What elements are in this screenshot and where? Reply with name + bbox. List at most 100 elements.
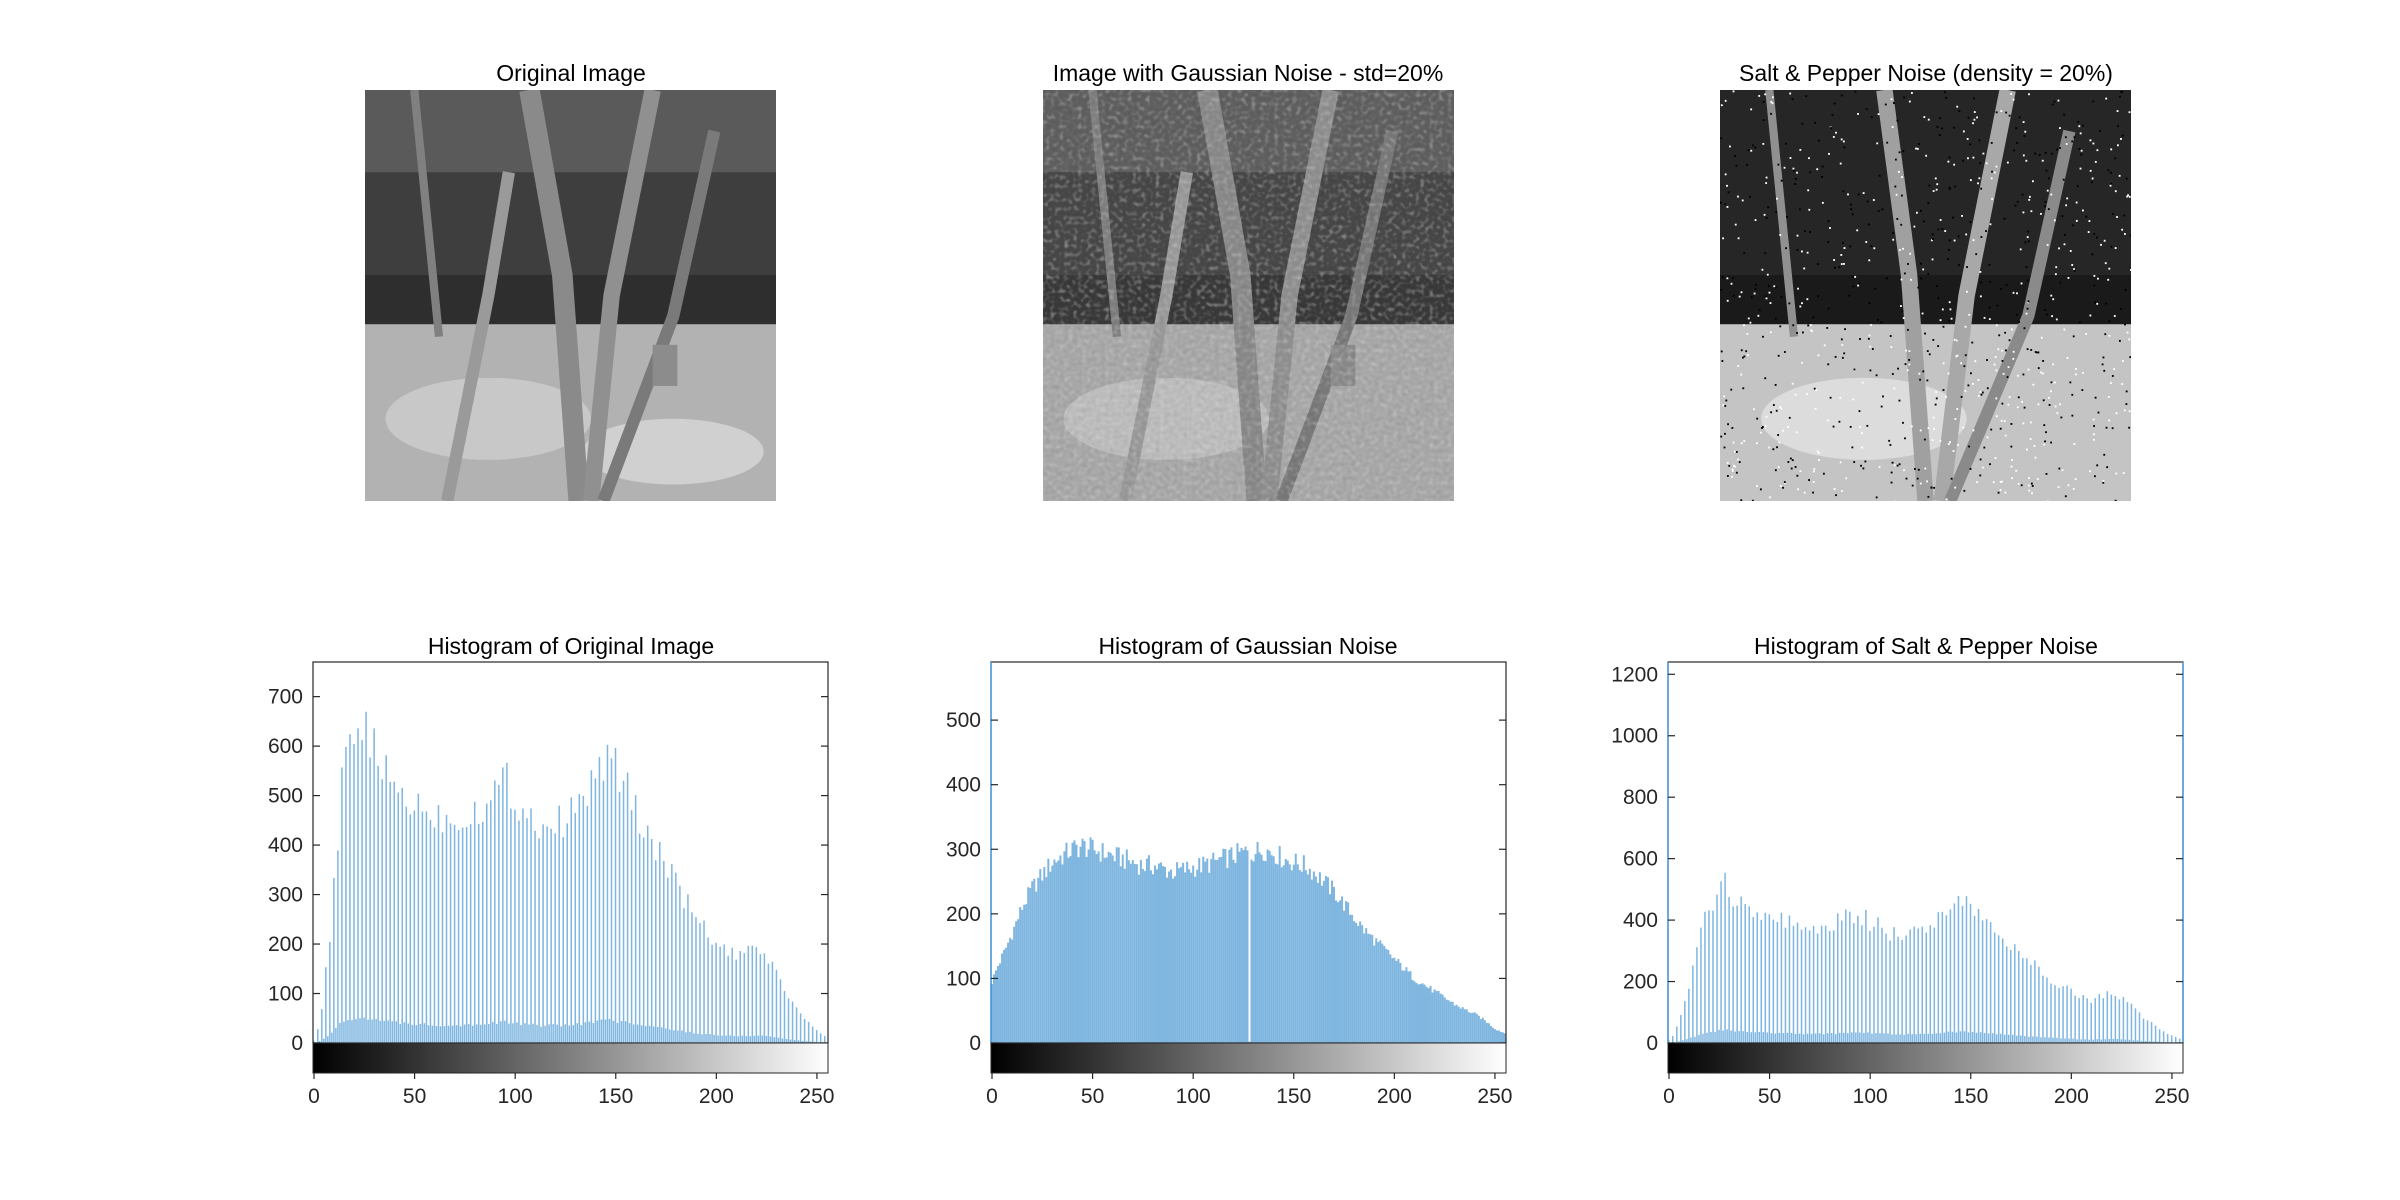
histogram-gaussian-bar [1007,942,1010,1043]
histogram-original-bar [693,1033,695,1043]
histogram-salt-pepper-bar [1722,1030,1724,1043]
histogram-original-bar [642,837,645,1043]
histogram-salt-pepper-bar [2150,1022,2153,1043]
histogram-original-bar [588,1021,591,1043]
histogram-salt-pepper-bar [1712,910,1714,1043]
histogram-gaussian-bar [1497,1030,1500,1043]
histogram-salt-pepper-bar [1953,903,1956,1043]
histogram-original-bar [415,1025,418,1043]
histogram-salt-pepper-bar [2048,1037,2050,1043]
histogram-salt-pepper-bar [2070,988,2072,1043]
histogram-gaussian-bar [1479,1019,1482,1043]
histogram-original-bar [562,837,564,1043]
histogram-salt-pepper-bar [1808,930,1811,1043]
histogram-original-bar [564,1024,566,1043]
histogram-salt-pepper-bar [1935,1033,1938,1043]
histogram-salt-pepper-bar [1955,1032,1958,1043]
histogram-gaussian-bar [1413,981,1416,1043]
histogram-original-bar [323,1038,325,1043]
histogram-original-bar [737,1036,739,1043]
histogram-gaussian-bar [1481,1017,1484,1043]
histogram-original-bar [628,1023,631,1043]
histogram-gaussian-bar [1176,862,1179,1043]
histogram-salt-pepper-bar [1690,1037,1692,1043]
histogram-salt-pepper-bar [2170,1035,2173,1043]
histogram-gaussian-bar [1375,938,1378,1043]
histogram-salt-pepper-bar [1698,1034,1700,1043]
histogram-gaussian-bar [1238,851,1241,1043]
histogram-salt-pepper-bar [1802,1034,1805,1043]
histogram-original-bar [576,1023,579,1043]
histogram-gaussian-bar [1493,1029,1496,1043]
histogram-original-bar [508,1023,510,1043]
histogram-gaussian-bar [1419,984,1422,1043]
histogram-original-bar [353,744,355,1043]
histogram-gaussian-bar [1461,1007,1464,1043]
histogram-original-bar [707,937,709,1043]
x-tick-label: 150 [1276,1085,1311,1108]
histogram-original-bar [411,1024,414,1043]
histogram-original-bar [437,805,440,1043]
histogram-gaussian-bar [997,965,1000,1043]
histogram-salt-pepper-bar [1987,1033,1990,1043]
x-tick-label: 0 [986,1085,998,1108]
y-tick-label: 300 [946,838,981,861]
histogram-original-bar [610,758,613,1043]
histogram-gaussian-bar [991,983,994,1043]
histogram-salt-pepper-bar [2082,995,2084,1043]
histogram-gaussian-bar [1057,860,1060,1043]
histogram-gaussian-bar [1182,862,1185,1043]
histogram-salt-pepper-bar [1985,919,1988,1043]
histogram-original-bar [695,917,697,1043]
histogram-original-bar [365,711,367,1043]
histogram-gaussian-bar [1212,852,1215,1043]
histogram-gaussian-bar [1059,855,1062,1043]
histogram-gaussian-bar [1055,862,1058,1043]
histogram-original-bar [638,833,641,1043]
image-panel-original: Original Image [365,60,776,501]
histogram-original-bar [479,1024,482,1043]
histogram-gaussian-bar [1170,869,1173,1043]
histogram-original-bar [570,797,573,1043]
histogram-original-bar [526,818,528,1043]
histogram-salt-pepper-bar [1788,915,1791,1043]
histogram-gaussian-bar [1383,946,1386,1043]
x-tick-label: 100 [1176,1085,1211,1108]
histogram-gaussian-bar [1290,870,1293,1043]
histogram-original-bar [433,827,436,1043]
histogram-salt-pepper-bar [2030,964,2032,1043]
histogram-gaussian-bar [1226,868,1229,1043]
histogram-salt-pepper-bar [1851,1032,1853,1043]
histogram-gaussian-bar [1031,881,1034,1043]
histogram-original-bar [801,1040,804,1043]
histogram-gaussian-bar [1270,855,1273,1043]
histogram-original-bar [657,1026,659,1043]
histogram-gaussian-bar [1397,958,1400,1043]
histogram-original-bar [711,944,713,1043]
histogram-gaussian-bar [1467,1012,1470,1043]
histogram-gaussian-bar [1198,858,1201,1043]
histogram-gaussian-bar [1025,904,1028,1043]
histogram-original-bar [823,1036,826,1043]
histogram-original-bar [685,1032,687,1043]
histogram-original-bar [339,1022,341,1043]
histogram-original-bar [757,1035,760,1043]
histogram-gaussian-bar [1111,855,1114,1043]
y-tick-label: 600 [1623,848,1658,871]
histogram-gaussian-bar [1365,928,1368,1043]
histogram-original-bar [803,1018,806,1043]
histogram-original-bar [522,808,524,1043]
histogram-gaussian-bar [1067,857,1070,1043]
histogram-original-chart: Histogram of Original Image 0 100 200 300 40… [268,633,835,1108]
x-tick-label: 0 [1663,1085,1675,1108]
histogram-original-bar [725,1035,727,1043]
histogram-original-bar [439,1026,442,1043]
histogram-original-bar [777,1037,780,1043]
histogram-original-bar [429,819,432,1043]
histogram-salt-pepper-bar [2062,986,2064,1043]
histogram-gaussian-bar [1065,842,1068,1043]
histogram-gaussian-bar [1123,868,1126,1043]
histogram-original-bar [453,825,456,1043]
histogram-salt-pepper-bar [1688,988,1690,1043]
histogram-salt-pepper-bar [2066,985,2068,1043]
